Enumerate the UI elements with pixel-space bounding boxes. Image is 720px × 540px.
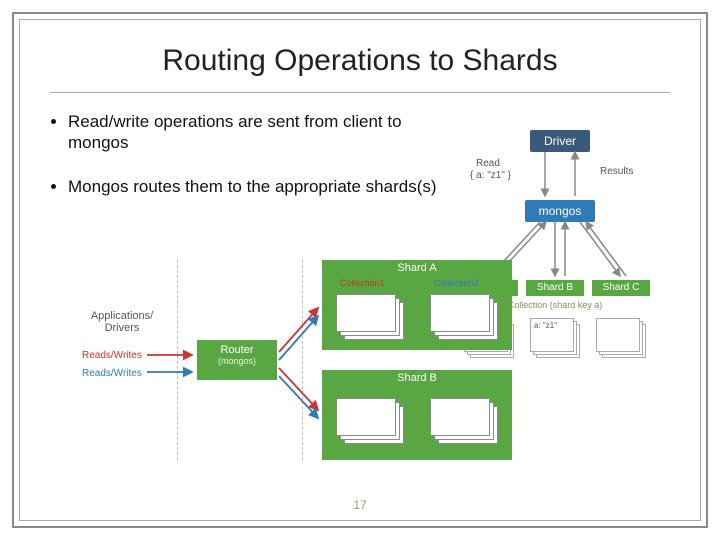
router-subtitle: (mongos) (197, 356, 277, 366)
page-title: Routing Operations to Shards (50, 38, 670, 93)
doc-stack-c (596, 318, 646, 358)
router-diagram: Applications/Drivers Reads/Writes Reads/… (82, 260, 522, 460)
bullet-item: Mongos routes them to the appropriate sh… (68, 176, 438, 197)
shard-b-stack-2 (430, 398, 498, 444)
shard-a-title: Shard A (322, 262, 512, 274)
shard-c-label: Shard C (592, 280, 650, 296)
slide-inner-frame: Routing Operations to Shards Read/write … (19, 19, 701, 521)
doc-value: a: "z1" (531, 319, 573, 332)
shard-b-panel: Shard B (322, 370, 512, 460)
apps-drivers-label: Applications/Drivers (82, 310, 162, 334)
router-box: Router (mongos) (197, 340, 277, 380)
read-label: Read (476, 158, 500, 169)
driver-box: Driver (530, 130, 590, 152)
reads-writes-red: Reads/Writes (82, 350, 142, 361)
shard-a-stack-2 (430, 294, 498, 340)
page-number: 17 (20, 498, 700, 512)
router-title: Router (220, 344, 253, 356)
shard-b-stack-1 (336, 398, 404, 444)
reads-writes-blue: Reads/Writes (82, 368, 142, 379)
bullet-item: Read/write operations are sent from clie… (68, 111, 438, 154)
read-query: { a: "z1" } (470, 170, 511, 181)
shard-a-stack-1 (336, 294, 404, 340)
results-label: Results (600, 166, 633, 177)
collection1-label: Collection1 (340, 278, 385, 288)
dash-line-2 (302, 260, 303, 460)
slide-outer-frame: Routing Operations to Shards Read/write … (12, 12, 708, 528)
shard-a-panel: Shard A Collection1 Collection2 (322, 260, 512, 350)
collection2-label: Collection2 (434, 278, 479, 288)
doc-stack-b: a: "z1" (530, 318, 580, 358)
shard-b-label: Shard B (526, 280, 584, 296)
dash-line-1 (177, 260, 178, 460)
mongos-box: mongos (525, 200, 595, 222)
shard-b-title: Shard B (322, 372, 512, 384)
